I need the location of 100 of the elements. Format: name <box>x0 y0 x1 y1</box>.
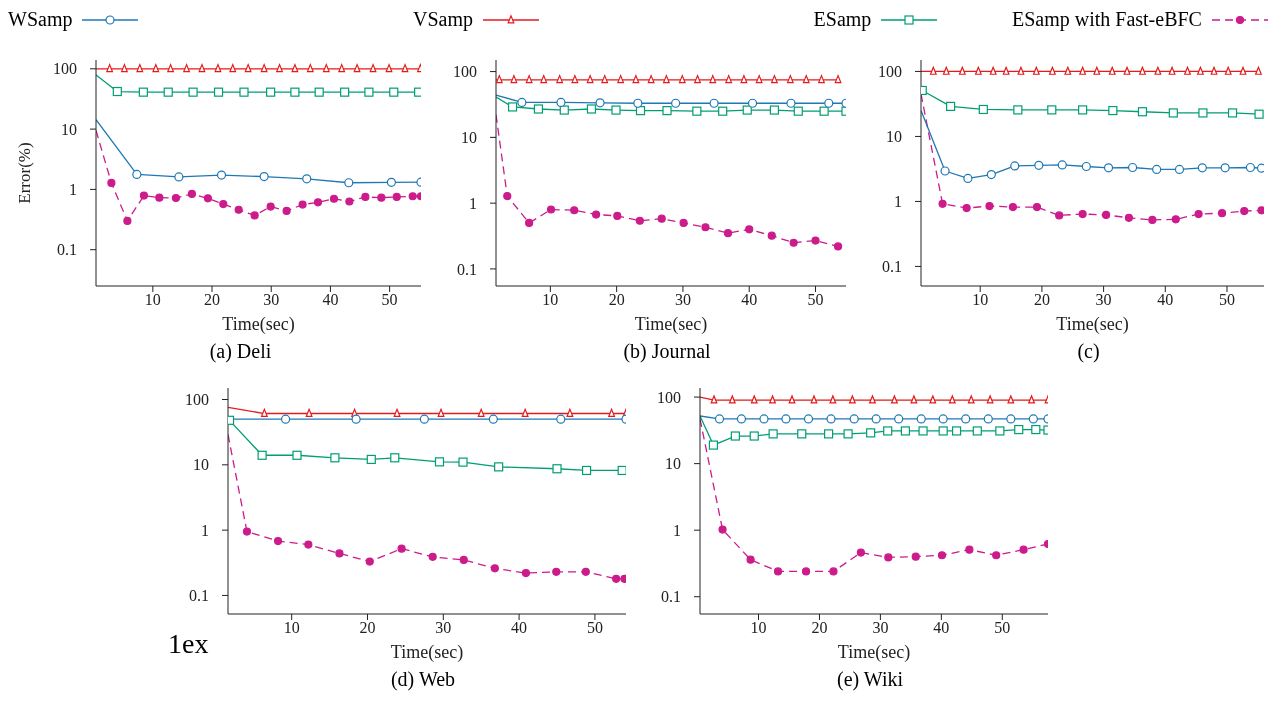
point <box>1227 108 1238 118</box>
point <box>1081 161 1091 172</box>
point <box>958 66 966 75</box>
legend-label: ESamp with Fast-eBFC <box>1011 8 1202 31</box>
point <box>1010 161 1020 171</box>
point <box>601 75 609 84</box>
x-tick-label: 20 <box>204 291 221 309</box>
point <box>1079 66 1087 75</box>
point <box>1128 162 1138 173</box>
point <box>647 75 655 84</box>
y-tick-label: 100 <box>878 63 902 81</box>
legend-label: VSamp <box>413 8 474 31</box>
x-tick-label: 50 <box>994 619 1011 637</box>
y-tick-label: 100 <box>657 388 681 406</box>
point <box>525 75 533 84</box>
point <box>740 75 748 84</box>
point <box>302 174 312 184</box>
point <box>829 395 837 404</box>
point <box>1154 66 1162 75</box>
point <box>797 429 807 439</box>
y-tick-label: 0.1 <box>661 588 681 606</box>
point <box>477 408 485 417</box>
point <box>972 426 982 436</box>
point <box>891 395 898 404</box>
x-tick-label: 10 <box>144 291 161 309</box>
y-tick-label: 10 <box>61 120 77 138</box>
point <box>121 64 128 73</box>
point <box>490 564 499 573</box>
point <box>989 66 997 75</box>
x-tick-label: 50 <box>1218 291 1235 309</box>
point <box>974 66 982 75</box>
y-tick-label: 10 <box>665 455 681 473</box>
point <box>1049 66 1056 75</box>
x-tick-label: 50 <box>807 291 824 309</box>
point <box>612 574 621 583</box>
point <box>351 414 361 424</box>
point <box>257 450 267 460</box>
y-tick-label: 10 <box>461 129 477 147</box>
x-tick-label: 20 <box>359 619 376 637</box>
point <box>883 426 893 436</box>
point <box>963 173 973 184</box>
point <box>306 64 314 73</box>
x-tick-label: 50 <box>381 291 398 309</box>
point <box>961 414 971 424</box>
point <box>152 64 160 73</box>
x-axis-title: Time(sec) <box>222 314 295 335</box>
point <box>385 64 393 73</box>
y-tick-label: 0.1 <box>882 258 902 276</box>
point <box>1198 108 1208 118</box>
point <box>725 75 733 84</box>
legend-label: WSamp <box>8 8 73 31</box>
point <box>369 64 377 73</box>
point <box>292 450 302 460</box>
point <box>834 75 842 84</box>
point <box>849 414 859 424</box>
y-tick-label: 0.1 <box>189 587 209 605</box>
point <box>314 87 324 97</box>
point <box>946 101 956 111</box>
x-tick-label: 20 <box>1033 291 1050 309</box>
point <box>1064 66 1072 75</box>
point <box>793 106 803 116</box>
point <box>517 97 527 107</box>
y-tick-label: 10 <box>193 456 209 474</box>
point <box>736 414 747 424</box>
point <box>276 64 283 73</box>
point <box>694 75 701 84</box>
point <box>788 395 796 404</box>
point <box>929 66 937 75</box>
point <box>769 105 780 115</box>
point <box>259 172 269 182</box>
point <box>139 191 149 200</box>
point <box>1254 109 1264 119</box>
point <box>377 193 386 202</box>
point <box>559 105 569 115</box>
point <box>171 193 181 203</box>
point <box>1055 211 1064 220</box>
point <box>1078 105 1088 115</box>
point <box>552 567 561 576</box>
point <box>586 75 594 84</box>
point <box>533 104 544 114</box>
point <box>313 198 323 207</box>
point <box>361 192 370 202</box>
point <box>123 216 132 226</box>
point <box>1031 424 1041 435</box>
point <box>556 414 566 424</box>
x-axis-title: Time(sec) <box>390 642 464 663</box>
point <box>1093 66 1101 75</box>
point <box>759 414 769 424</box>
point <box>810 395 818 404</box>
point <box>617 465 626 476</box>
point <box>1184 66 1191 75</box>
point <box>494 462 504 472</box>
point <box>948 395 956 404</box>
point <box>986 395 994 404</box>
point <box>749 431 759 441</box>
point <box>521 408 529 417</box>
point <box>755 75 763 84</box>
point <box>163 87 173 97</box>
x-tick-label: 30 <box>1095 291 1112 309</box>
point <box>586 104 597 114</box>
